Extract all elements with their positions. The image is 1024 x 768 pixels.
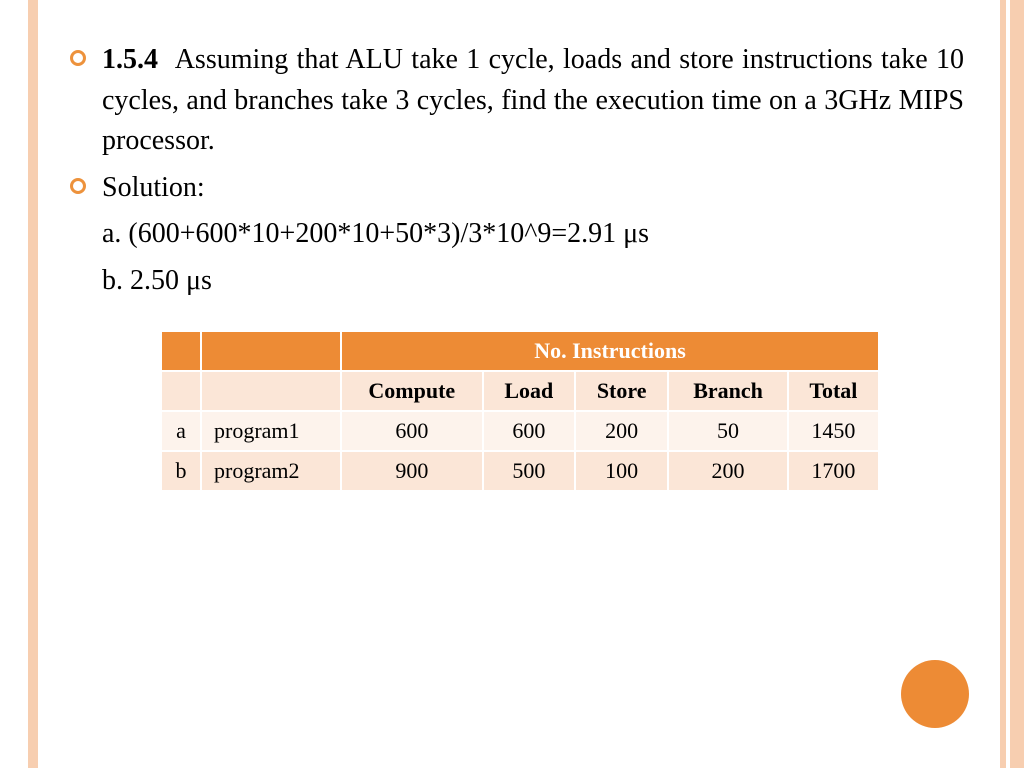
header-blank-1 [161, 331, 201, 371]
cell-branch: 50 [668, 411, 787, 451]
solution-line-b: b. 2.50 μs [102, 261, 964, 302]
row-program: program1 [201, 411, 341, 451]
slide-border-right-inner [1000, 0, 1006, 768]
cell-branch: 200 [668, 451, 787, 491]
circle-decoration-icon [901, 660, 969, 728]
slide-border-left [28, 0, 38, 768]
table-header-row-2: Compute Load Store Branch Total [161, 371, 879, 411]
col-compute: Compute [341, 371, 483, 411]
solution-block: Solution: [70, 168, 964, 209]
col-store: Store [575, 371, 668, 411]
cell-compute: 900 [341, 451, 483, 491]
table-header-row-1: No. Instructions [161, 331, 879, 371]
cell-total: 1700 [788, 451, 879, 491]
problem-body: Assuming that ALU take 1 cycle, loads an… [102, 44, 964, 156]
table-row: a program1 600 600 200 50 1450 [161, 411, 879, 451]
problem-block: 1.5.4 Assuming that ALU take 1 cycle, lo… [70, 40, 964, 162]
problem-text: 1.5.4 Assuming that ALU take 1 cycle, lo… [102, 40, 964, 162]
cell-store: 100 [575, 451, 668, 491]
row-key: a [161, 411, 201, 451]
solution-label: Solution: [102, 168, 205, 209]
row-program: program2 [201, 451, 341, 491]
instruction-table: No. Instructions Compute Load Store Bran… [160, 330, 880, 492]
header-span: No. Instructions [341, 331, 879, 371]
cell-load: 600 [483, 411, 575, 451]
col-branch: Branch [668, 371, 787, 411]
subheader-blank-2 [201, 371, 341, 411]
cell-compute: 600 [341, 411, 483, 451]
solution-line-a: a. (600+600*10+200*10+50*3)/3*10^9=2.91 … [102, 214, 964, 255]
subheader-blank-1 [161, 371, 201, 411]
header-blank-2 [201, 331, 341, 371]
slide-content: 1.5.4 Assuming that ALU take 1 cycle, lo… [70, 40, 964, 492]
problem-number: 1.5.4 [102, 44, 158, 75]
table-row: b program2 900 500 100 200 1700 [161, 451, 879, 491]
col-load: Load [483, 371, 575, 411]
bullet-icon [70, 50, 86, 66]
slide-border-right-outer [1010, 0, 1024, 768]
instruction-table-wrap: No. Instructions Compute Load Store Bran… [160, 330, 880, 492]
col-total: Total [788, 371, 879, 411]
cell-total: 1450 [788, 411, 879, 451]
cell-store: 200 [575, 411, 668, 451]
cell-load: 500 [483, 451, 575, 491]
row-key: b [161, 451, 201, 491]
bullet-icon [70, 178, 86, 194]
